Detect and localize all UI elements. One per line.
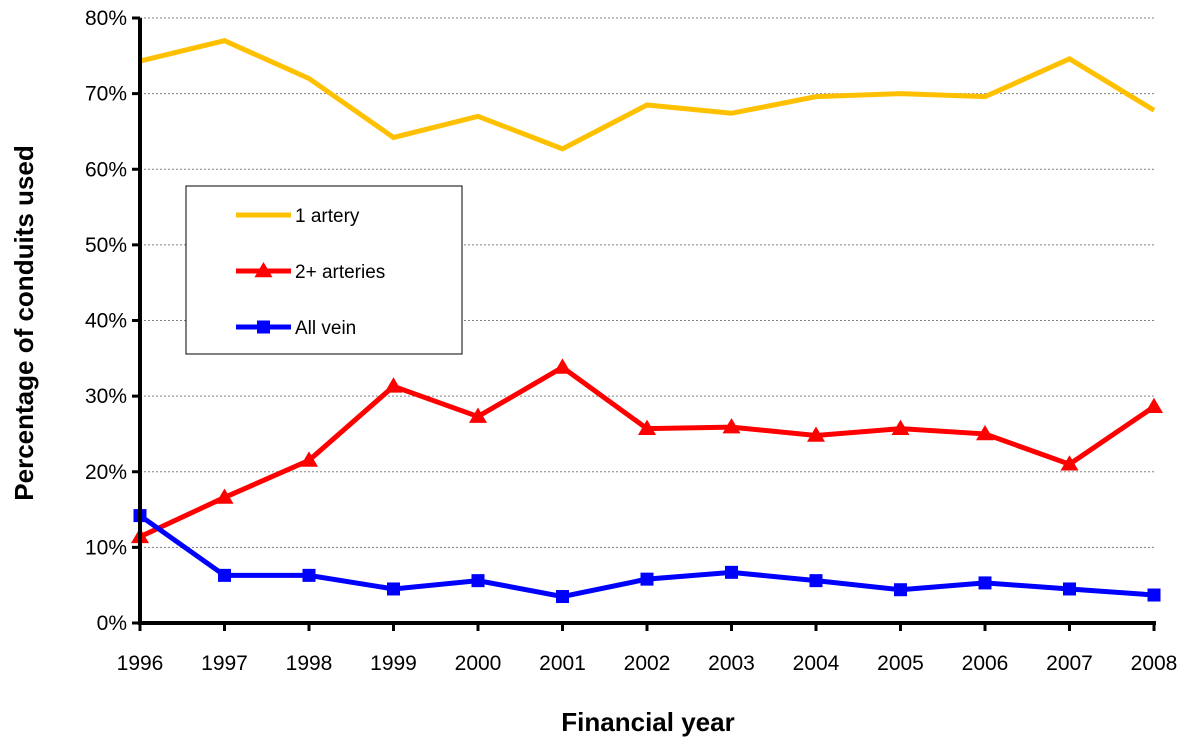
series-3 <box>133 509 1161 604</box>
legend: 1 artery 2+ arteries All vein <box>185 185 463 355</box>
data-point <box>640 572 654 586</box>
x-tick-label: 1996 <box>117 652 164 675</box>
data-point <box>556 590 569 604</box>
data-point <box>976 424 994 441</box>
y-tick-label: 60% <box>85 158 127 181</box>
legend-item: 1 artery <box>236 206 360 227</box>
data-point <box>387 582 400 596</box>
data-point <box>894 583 907 597</box>
x-tick-label: 2005 <box>877 652 924 675</box>
y-axis-title: Percentage of conduits used <box>9 145 39 500</box>
data-point <box>891 419 910 435</box>
y-tick-label: 20% <box>85 461 127 484</box>
x-tick-label: 2006 <box>962 652 1009 675</box>
x-tick-labels: 1996 1997 1998 1999 2000 2001 2002 2003 2004 2005… <box>117 652 1178 675</box>
legend-item: 2+ arteries <box>236 262 385 283</box>
legend-label: All vein <box>295 318 356 339</box>
data-point <box>978 576 992 590</box>
y-tick-label: 50% <box>85 234 127 257</box>
series-group <box>131 38 1163 604</box>
y-tick-label: 70% <box>85 83 127 106</box>
x-tick-label: 2004 <box>793 652 840 675</box>
y-tick-label: 10% <box>85 536 127 559</box>
data-point <box>638 419 656 435</box>
x-tick-label: 2003 <box>708 652 755 675</box>
series-line <box>139 38 1156 152</box>
y-tick-labels: 0% 10% 20% 30% 40% 50% 60% 70% 80% <box>85 7 127 635</box>
legend-marker <box>254 262 273 278</box>
y-tick-label: 40% <box>85 310 127 333</box>
x-tick-label: 1999 <box>370 652 417 675</box>
x-tick-label: 2007 <box>1046 652 1093 675</box>
data-point <box>471 574 485 588</box>
data-point <box>1145 397 1163 414</box>
x-axis-title: Financial year <box>561 707 734 737</box>
x-tick-label: 2000 <box>455 652 502 675</box>
data-point <box>1060 455 1079 471</box>
axes <box>132 16 1156 631</box>
data-point <box>300 451 318 467</box>
data-point <box>302 568 316 582</box>
data-point <box>809 574 823 588</box>
series-1 <box>139 38 1156 152</box>
legend-item: All vein <box>236 318 356 339</box>
data-point <box>469 407 487 423</box>
x-tick-label: 1998 <box>286 652 333 675</box>
data-point <box>553 358 572 374</box>
x-tick-label: 2002 <box>624 652 671 675</box>
legend-label: 1 artery <box>295 206 360 227</box>
y-tick-label: 30% <box>85 385 127 408</box>
x-tick-label: 1997 <box>201 652 248 675</box>
y-tick-label: 0% <box>97 612 127 635</box>
data-point <box>384 377 403 393</box>
data-point <box>725 565 738 579</box>
y-tick-label: 80% <box>85 7 127 30</box>
x-tick-label: 2001 <box>539 652 586 675</box>
data-point <box>215 488 234 504</box>
series-2 <box>131 358 1163 544</box>
x-tick-label: 2008 <box>1131 652 1178 675</box>
legend-box <box>185 185 463 355</box>
data-point <box>722 418 741 434</box>
data-point <box>1063 582 1076 596</box>
series-line <box>138 364 1156 540</box>
data-point <box>807 426 825 442</box>
legend-label: 2+ arteries <box>295 262 385 283</box>
legend-marker <box>257 320 270 334</box>
data-point <box>1147 588 1161 602</box>
data-point <box>218 568 231 582</box>
